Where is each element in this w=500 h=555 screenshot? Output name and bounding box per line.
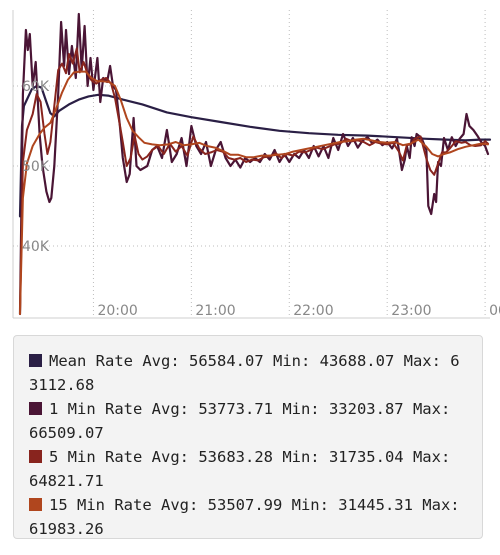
- series-line: [18, 84, 492, 218]
- x-tick-label: 20:00: [97, 303, 137, 319]
- x-tick-label: 00:0: [489, 303, 500, 319]
- series-line: [19, 70, 489, 315]
- legend: Mean Rate Avg: 56584.07 Min: 43688.07 Ma…: [13, 335, 483, 539]
- legend-swatch-mean-rate: [29, 354, 42, 367]
- legend-swatch-15-min-rate: [29, 498, 42, 511]
- tick-labels: 40K 50K 60K 20:00 21:00 22:00 23:00 00:0: [22, 79, 500, 319]
- x-tick-label: 22:00: [293, 303, 333, 319]
- series-line: [18, 12, 490, 316]
- legend-row-5-min-rate[interactable]: 5 Min Rate Avg: 53683.28 Min: 31735.04 M…: [29, 445, 468, 493]
- legend-series-name: 5 Min Rate: [49, 448, 143, 466]
- legend-series-summary: Avg: 53507.99 Min: 31445.31 Max: 61983.2…: [29, 496, 460, 538]
- legend-row-15-min-rate[interactable]: 15 Min Rate Avg: 53507.99 Min: 31445.31 …: [29, 493, 468, 541]
- x-tick-label: 23:00: [391, 303, 431, 319]
- series-line: [19, 47, 489, 314]
- legend-series-name: 15 Min Rate: [49, 496, 152, 514]
- y-tick-label: 40K: [22, 239, 50, 255]
- legend-series-summary: Avg: 56584.07 Min: 43688.07 Max: 63112.6…: [29, 352, 460, 394]
- line-chart: 40K 50K 60K 20:00 21:00 22:00 23:00 00:0: [12, 10, 500, 319]
- legend-series-summary: Avg: 53773.71 Min: 33203.87 Max: 66509.0…: [29, 400, 451, 442]
- legend-swatch-1-min-rate: [29, 402, 42, 415]
- legend-row-mean-rate[interactable]: Mean Rate Avg: 56584.07 Min: 43688.07 Ma…: [29, 349, 468, 397]
- legend-series-summary: Avg: 53683.28 Min: 31735.04 Max: 64821.7…: [29, 448, 451, 490]
- y-tick-label: 50K: [22, 159, 50, 175]
- grid-lines: [12, 10, 490, 319]
- legend-series-name: Mean Rate: [49, 352, 133, 370]
- legend-row-1-min-rate[interactable]: 1 Min Rate Avg: 53773.71 Min: 33203.87 M…: [29, 397, 468, 445]
- x-tick-label: 21:00: [195, 303, 235, 319]
- series-lines: [18, 12, 492, 316]
- y-tick-label: 60K: [22, 79, 50, 95]
- legend-series-name: 1 Min Rate: [49, 400, 143, 418]
- legend-swatch-5-min-rate: [29, 450, 42, 463]
